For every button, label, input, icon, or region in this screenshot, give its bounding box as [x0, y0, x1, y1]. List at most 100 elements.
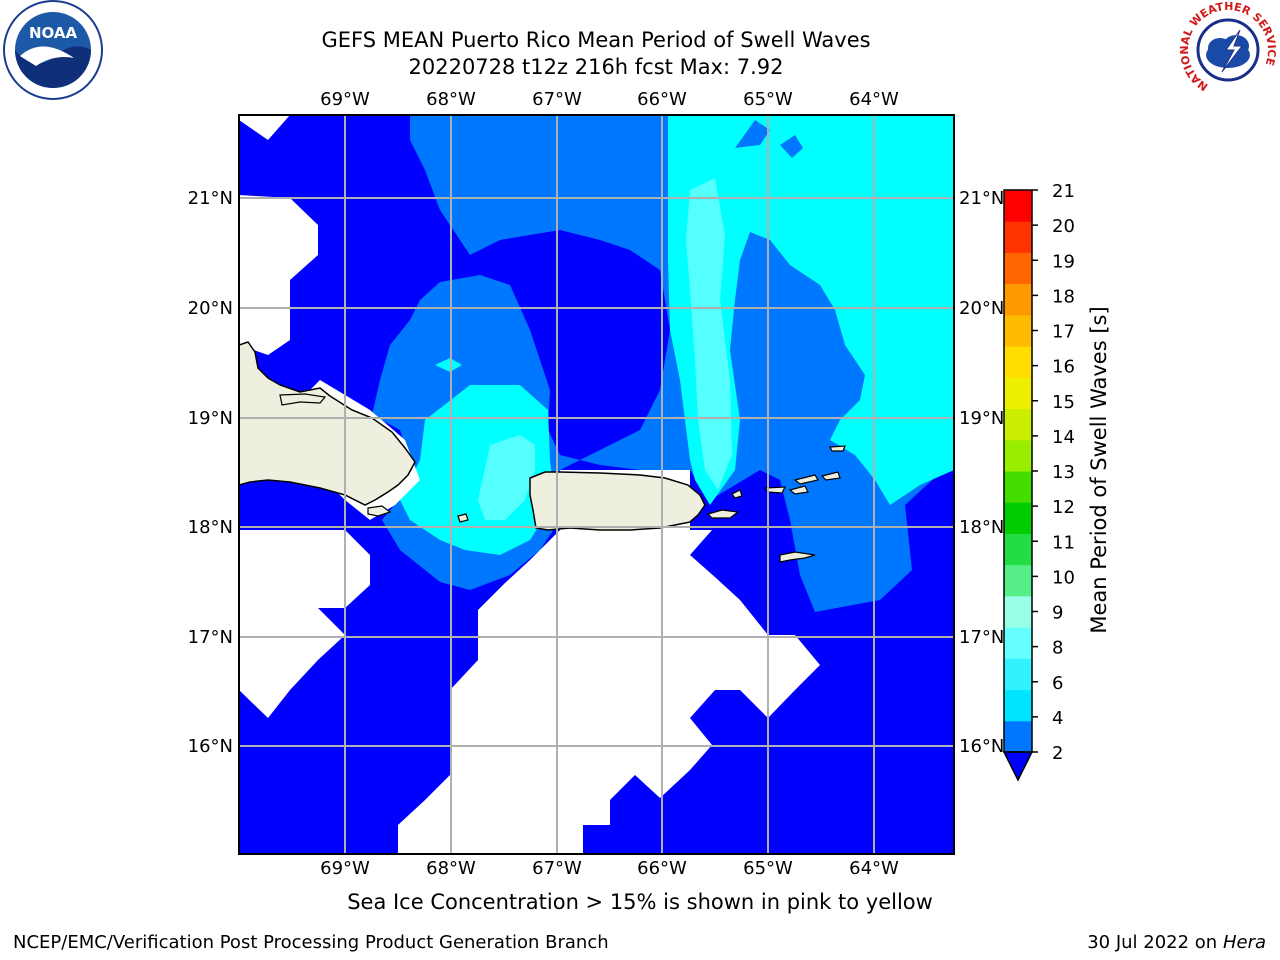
lon-label: 68°W [426, 858, 476, 879]
colorbar-tick-label: 11 [1052, 532, 1075, 553]
lat-labels-right: 21°N 20°N 19°N 18°N 17°N 16°N [959, 188, 1004, 757]
colorbar-segment [1004, 252, 1032, 285]
lon-label: 65°W [743, 89, 793, 110]
lon-labels-top: 69°W 68°W 67°W 66°W 65°W 64°W [320, 89, 899, 110]
fill-4-6 [400, 385, 555, 555]
chart-subtitle: 20220728 t12z 216h fcst Max: 7.92 [408, 55, 784, 79]
lat-label: 20°N [188, 298, 233, 319]
lat-label: 21°N [959, 188, 1004, 209]
lon-labels-bottom: 69°W 68°W 67°W 66°W 65°W 64°W [320, 858, 899, 879]
map-panel [239, 115, 954, 854]
land-culebra [731, 489, 743, 499]
colorbar-segment [1004, 689, 1032, 722]
footer-credit: NCEP/EMC/Verification Post Processing Pr… [13, 932, 609, 953]
colorbar-segment [1004, 283, 1032, 316]
colorbar-segment [1004, 720, 1032, 753]
lat-label: 17°N [188, 627, 233, 648]
fill-4-6 [668, 115, 954, 505]
noaa-logo-text: NOAA [29, 24, 78, 42]
lat-label: 19°N [188, 408, 233, 429]
colorbar-tick-label: 16 [1052, 357, 1075, 378]
land-st-croix [779, 551, 816, 563]
footer-date-text: 30 Jul 2022 on [1087, 932, 1218, 953]
colorbar-tick-label: 6 [1052, 673, 1063, 694]
lat-label: 18°N [188, 517, 233, 538]
lat-label: 21°N [188, 188, 233, 209]
fill-2-4-patch [780, 135, 803, 158]
colorbar-tick-label: 19 [1052, 251, 1075, 272]
chart-title: GEFS MEAN Puerto Rico Mean Period of Swe… [321, 28, 871, 52]
land-tortola [793, 474, 819, 485]
colorbar-tick-label: 15 [1052, 392, 1075, 413]
lon-label: 64°W [849, 89, 899, 110]
sea-ice-note: Sea Ice Concentration > 15% is shown in … [347, 890, 933, 914]
land-saona [367, 505, 392, 517]
lon-label: 69°W [320, 89, 370, 110]
colorbar-tick-label: 8 [1052, 638, 1063, 659]
lon-label: 66°W [637, 858, 687, 879]
land-vieques [706, 509, 740, 519]
colorbar-tick-label: 4 [1052, 708, 1063, 729]
colorbar-tick-label: 21 [1052, 181, 1075, 202]
lon-label: 64°W [849, 858, 899, 879]
colorbar-segment [1004, 627, 1032, 659]
colorbar-tick-label: 2 [1052, 743, 1063, 764]
land-hispaniola-bay [279, 393, 327, 406]
colorbar-segment [1004, 502, 1032, 534]
colorbar-segment [1004, 221, 1032, 253]
colorbar-segment [1004, 658, 1032, 691]
no-data-region [239, 195, 318, 355]
colorbar-segment [1004, 439, 1032, 472]
fill-2-4-patch [735, 120, 770, 148]
no-data-region [239, 530, 370, 718]
fill-6-8 [478, 435, 535, 520]
footer-host: Hera [1222, 932, 1266, 953]
lat-label: 20°N [959, 298, 1004, 319]
gridlines [239, 115, 954, 854]
colorbar-segment [1004, 346, 1032, 378]
land-mona [457, 513, 469, 523]
colorbar-tick-label: 9 [1052, 603, 1063, 624]
colorbar-segment [1004, 564, 1032, 597]
lon-label: 69°W [320, 858, 370, 879]
colorbar-segment [1004, 595, 1032, 628]
no-data-region [398, 530, 820, 854]
lon-label: 66°W [637, 89, 687, 110]
land-st-john [788, 485, 809, 495]
lat-label: 17°N [959, 627, 1004, 648]
lat-label: 16°N [959, 736, 1004, 757]
colorbar-under-triangle [1002, 751, 1034, 782]
colorbar-tick-label: 12 [1052, 497, 1075, 518]
land-virgin-gorda [820, 471, 841, 481]
lon-label: 65°W [743, 858, 793, 879]
footer-date: 30 Jul 2022 on Hera [1087, 932, 1266, 953]
fill-4-6-patch [435, 358, 462, 372]
nws-logo: NATIONAL WEATHER SERVICE [1178, 0, 1278, 98]
lon-label: 67°W [532, 89, 582, 110]
lon-label: 67°W [532, 858, 582, 879]
colorbar-tick-label: 20 [1052, 216, 1075, 237]
colorbar-segment [1004, 190, 1032, 222]
no-data-region [239, 115, 290, 140]
land-hispaniola [239, 341, 416, 506]
lon-label: 68°W [426, 89, 476, 110]
colorbar-tick-label: 18 [1052, 286, 1075, 307]
lat-label: 19°N [959, 408, 1004, 429]
colorbar-segment [1004, 314, 1032, 347]
colorbar-label: Mean Period of Swell Waves [s] [1087, 306, 1111, 633]
colorbar-tick-label: 17 [1052, 322, 1075, 343]
lat-label: 18°N [959, 517, 1004, 538]
colorbar-tick-label: 10 [1052, 567, 1075, 588]
lat-label: 16°N [188, 736, 233, 757]
colorbar-segment [1004, 471, 1032, 503]
noaa-logo: NOAA [3, 0, 103, 100]
fill-6-8 [686, 178, 732, 490]
colorbar-segment [1004, 533, 1032, 566]
colorbar-tick-label: 13 [1052, 462, 1075, 483]
map-frame [238, 114, 955, 855]
lat-labels-left: 21°N 20°N 19°N 18°N 17°N 16°N [188, 188, 233, 757]
colorbar-segment [1004, 377, 1032, 410]
colorbar-tick-label: 14 [1052, 427, 1075, 448]
colorbar-segment [1004, 408, 1032, 441]
